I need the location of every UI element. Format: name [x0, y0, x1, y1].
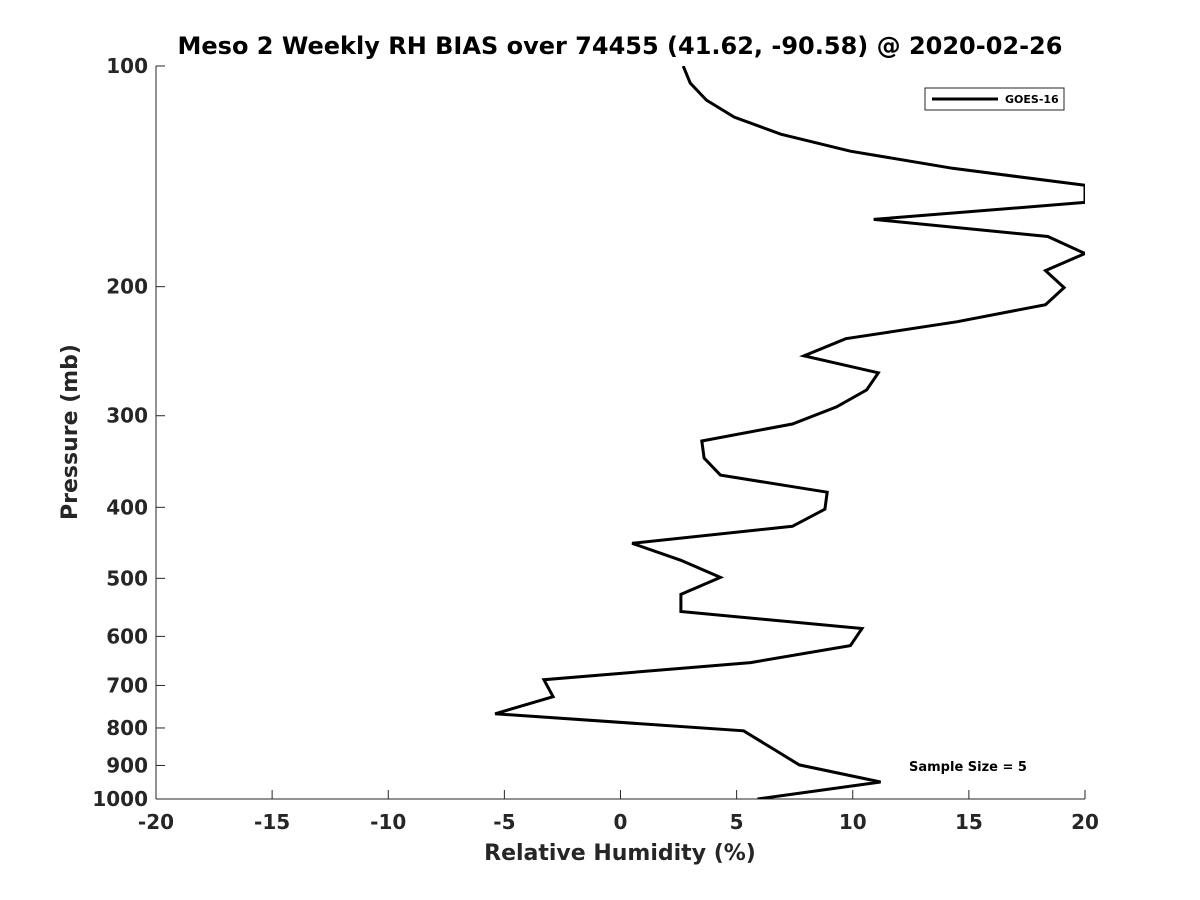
chart-title: Meso 2 Weekly RH BIAS over 74455 (41.62,…	[178, 32, 1063, 60]
x-tick-label: 0	[614, 810, 628, 834]
x-tick-label: 5	[730, 810, 744, 834]
x-tick-label: 20	[1071, 810, 1099, 834]
y-tick-label: 300	[106, 404, 148, 428]
y-tick-label: 500	[106, 566, 148, 590]
y-tick-label: 100	[106, 54, 148, 78]
y-tick-label: 200	[106, 275, 148, 299]
legend-label-goes-16: GOES-16	[1005, 93, 1059, 106]
plot-area: -20 -15 -10 -5 0 5 10 15 20 100 200 300 400 500 600 70…	[92, 54, 1099, 834]
x-ticks: -20 -15 -10 -5 0 5 10 15 20	[138, 790, 1099, 834]
x-tick-label: -5	[493, 810, 515, 834]
y-tick-label: 800	[106, 716, 148, 740]
y-tick-label: 700	[106, 673, 148, 697]
y-tick-label: 1000	[92, 787, 148, 811]
x-tick-label: 10	[839, 810, 867, 834]
series-line-goes-16	[494, 66, 1085, 799]
x-tick-label: 15	[955, 810, 983, 834]
y-tick-label: 600	[106, 624, 148, 648]
y-tick-label: 400	[106, 495, 148, 519]
y-tick-label: 900	[106, 753, 148, 777]
x-tick-label: -20	[138, 810, 174, 834]
x-axis-title: Relative Humidity (%)	[484, 841, 756, 866]
sample-size-annotation: Sample Size = 5	[909, 760, 1027, 775]
x-tick-label: -10	[370, 810, 406, 834]
x-tick-label: -15	[254, 810, 290, 834]
series-layer	[494, 66, 1085, 799]
y-axis-title: Pressure (mb)	[58, 344, 83, 520]
y-ticks: 100 200 300 400 500 600 700 800 900 1000	[92, 54, 165, 811]
legend: GOES-16	[924, 87, 1065, 111]
